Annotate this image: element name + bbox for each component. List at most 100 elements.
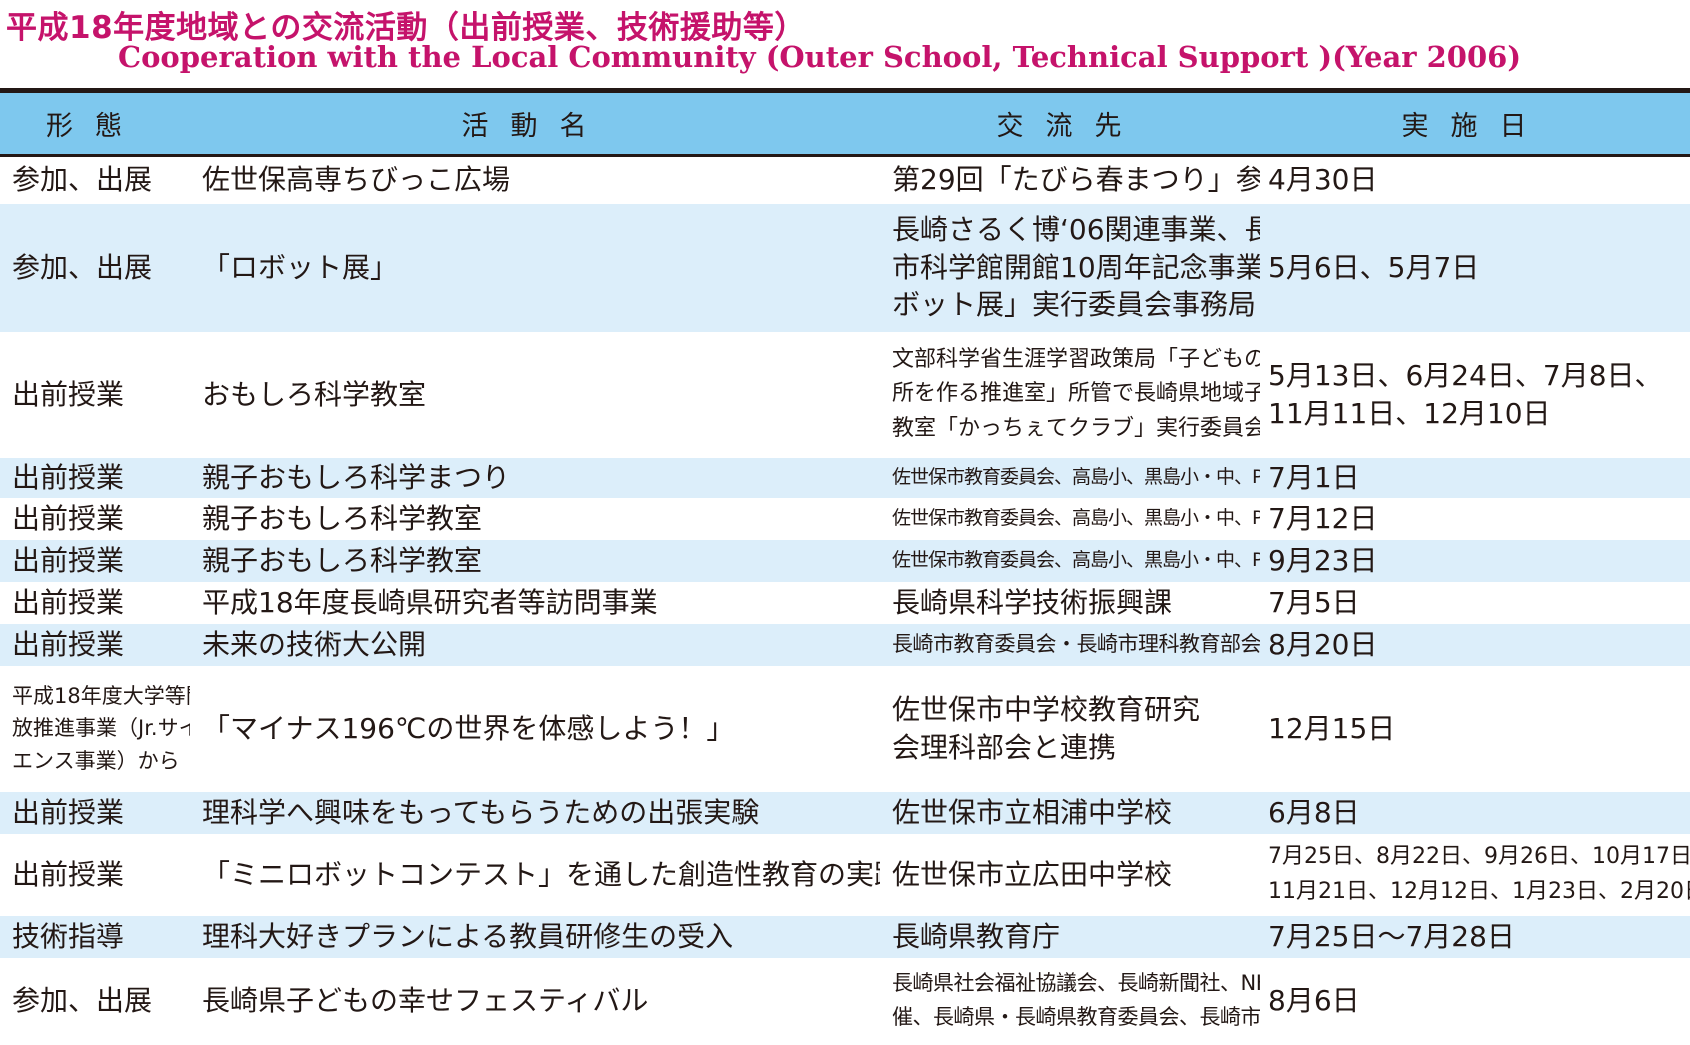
cell-date-line: 5月13日、6月24日、7月8日、 [1268,358,1663,392]
cell-date: 5月13日、6月24日、7月8日、 11月11日、12月10日 [1260,332,1690,458]
cell-activity: 「ロボット展」 [190,203,880,332]
cell-partner: 長崎県社会福祉協議会、長崎新聞社、NHK長崎放送局主催、長崎県・長崎県教育委員会… [880,958,1260,1044]
cell-type: 出前授業 [0,457,190,498]
cell-activity: 理科大好きプランによる教員研修生の受入 [190,915,880,958]
activity-table: 形態 活動名 交流先 実施日 参加、出展 佐世保高専ちびっこ広場 第29回「たびら春… [0,93,1690,1044]
cell-type: 参加、出展 [0,203,190,332]
cell-partner: 長崎さるく博‘06関連事業、長崎市科学館開館10周年記念事業「ロボット展」実行委… [880,203,1260,332]
page-title-japanese: 平成18年度地域との交流活動（出前授業、技術援助等） [6,10,806,46]
cell-activity-line: 「ロボット展」 [202,250,399,284]
cell-type: 出前授業 [0,791,190,834]
cell-partner: 長崎県教育庁 [880,915,1260,958]
table-row: 出前授業 親子おもしろ科学教室 佐世保市教育委員会、高島小、黒島小・中、PTAと連携… [0,498,1690,540]
table-row: 出前授業 親子おもしろ科学教室 佐世保市教育委員会、高島小、黒島小・中、PTAと連携… [0,539,1690,582]
cell-type-line: 平成18年度大学等開 [12,683,190,708]
cell-partner-line: 第29回「たびら春まつり」参加 [892,163,1260,197]
cell-type: 出前授業 [0,539,190,582]
cell-date-line: 7月1日 [1268,460,1360,494]
cell-activity-line: 理科大好きプランによる教員研修生の受入 [202,919,734,953]
cell-type-line: 参加、出展 [12,983,153,1017]
cell-partner-line: 長崎市教育委員会・長崎市理科教育部会と連携 [892,631,1260,656]
cell-activity-line: 親子おもしろ科学まつり [202,460,511,494]
cell-partner-line: 佐世保市立広田中学校 [892,857,1173,891]
cell-partner-line: 会理科部会と連携 [892,730,1117,764]
cell-type-line: 参加、出展 [12,250,153,284]
cell-partner-line: 佐世保市中学校教育研究 [892,692,1201,726]
cell-date: 8月20日 [1260,623,1690,666]
cell-type: 出前授業 [0,498,190,540]
cell-activity-line: 未来の技術大公開 [202,627,427,661]
cell-date-line: 4月30日 [1268,163,1378,197]
table-row: 参加、出展 長崎県子どもの幸せフェスティバル 長崎県社会福祉協議会、長崎新聞社、NH… [0,958,1690,1044]
cell-type: 参加、出展 [0,156,190,204]
cell-activity-line: 平成18年度長崎県研究者等訪問事業 [202,585,658,619]
cell-type: 参加、出展 [0,958,190,1044]
cell-type: 出前授業 [0,582,190,624]
cell-partner: 長崎市教育委員会・長崎市理科教育部会と連携 [880,623,1260,666]
header-type: 形態 [0,93,190,157]
cell-partner-line: 文部科学省生涯学習政策局「子どもの居場 [892,347,1260,373]
table-row: 出前授業 理科学へ興味をもってもらうための出張実験 佐世保市立相浦中学校 6月8日 [0,791,1690,834]
cell-date: 7月25日～7月28日 [1260,915,1690,958]
cell-type: 平成18年度大学等開 放推進事業（Jr.サイ エンス事業）から [0,666,190,792]
cell-date-line: 7月25日～7月28日 [1268,919,1515,953]
cell-type-line: 出前授業 [12,460,125,494]
cell-partner: 文部科学省生涯学習政策局「子どもの居場所を作る推進室」所管で長崎県地域子ども教室… [880,332,1260,458]
cell-partner: 長崎県科学技術振興課 [880,582,1260,624]
table-row: 出前授業 親子おもしろ科学まつり 佐世保市教育委員会、高島小、黒島小・中、PTAと連… [0,457,1690,498]
cell-date: 8月6日 [1260,958,1690,1044]
cell-activity-line: おもしろ科学教室 [202,377,427,411]
cell-partner: 佐世保市教育委員会、高島小、黒島小・中、PTAと連携 [880,539,1260,582]
cell-type-line: 出前授業 [12,857,125,891]
cell-partner-line: ボット展」実行委員会事務局 [892,288,1257,322]
cell-partner-line: 催、長崎県・長崎県教育委員会、長崎市、佐世保市共催 [892,1004,1260,1029]
table-row: 参加、出展 「ロボット展」 長崎さるく博‘06関連事業、長崎 市科学館開館10周年記念… [0,203,1690,332]
cell-type-line: 出前授業 [12,585,125,619]
table-row: 技術指導 理科大好きプランによる教員研修生の受入 長崎県教育庁 7月25日～7月28日 [0,915,1690,958]
cell-type-line: 出前授業 [12,795,125,829]
table-row: 平成18年度大学等開 放推進事業（Jr.サイ エンス事業）から 「マイナス196℃の世… [0,666,1690,792]
cell-activity-line: 理科学へ興味をもってもらうための出張実験 [202,795,760,829]
title-divider [0,88,1690,93]
cell-type-line: 出前授業 [12,543,125,577]
cell-date-line: 9月23日 [1268,543,1378,577]
cell-partner-line: 所を作る推進室」所管で長崎県地域子ども [892,381,1260,407]
cell-date: 12月15日 [1260,666,1690,792]
cell-date: 7月25日、8月22日、9月26日、10月17日、 11月21日、12月12日、1… [1260,834,1690,916]
header-date: 実施日 [1260,93,1690,157]
cell-activity-line: 親子おもしろ科学教室 [202,543,483,577]
cell-partner-line: 佐世保市立相浦中学校 [892,795,1173,829]
cell-date-line: 6月8日 [1268,795,1360,829]
cell-date: 7月1日 [1260,457,1690,498]
cell-activity: 親子おもしろ科学教室 [190,539,880,582]
table-row: 出前授業 「ミニロボットコンテスト」を通した創造性教育の実践 佐世保市立広田中学校 7… [0,834,1690,916]
cell-type-line: エンス事業）から [12,748,180,773]
cell-date-line: 8月6日 [1268,983,1360,1017]
cell-activity: 平成18年度長崎県研究者等訪問事業 [190,582,880,624]
cell-partner-line: 佐世保市教育委員会、高島小、黒島小・中、PTAと連携 [892,465,1260,488]
cell-partner: 佐世保市中学校教育研究 会理科部会と連携 [880,666,1260,792]
cell-date-line: 11月11日、12月10日 [1268,396,1551,430]
cell-partner-line: 長崎県社会福祉協議会、長崎新聞社、NHK長崎放送局主 [892,970,1260,995]
cell-date: 7月12日 [1260,498,1690,540]
cell-date-line: 5月6日、5月7日 [1268,250,1480,284]
cell-date-line: 11月21日、12月12日、1月23日、2月20日 [1268,878,1690,904]
cell-activity: 「ミニロボットコンテスト」を通した創造性教育の実践 [190,834,880,916]
cell-partner-line: 佐世保市教育委員会、高島小、黒島小・中、PTAと連携 [892,506,1260,529]
cell-type-line: 放推進事業（Jr.サイ [12,716,190,741]
table-row: 出前授業 未来の技術大公開 長崎市教育委員会・長崎市理科教育部会と連携 8月20日 [0,623,1690,666]
header-activity: 活動名 [190,93,880,157]
table-row: 出前授業 平成18年度長崎県研究者等訪問事業 長崎県科学技術振興課 7月5日 [0,582,1690,624]
cell-date-line: 7月5日 [1268,585,1360,619]
cell-activity: 親子おもしろ科学まつり [190,457,880,498]
table-row: 参加、出展 佐世保高専ちびっこ広場 第29回「たびら春まつり」参加 4月30日 [0,156,1690,204]
cell-activity-line: 長崎県子どもの幸せフェスティバル [202,983,649,1017]
header-partner: 交流先 [880,93,1260,157]
cell-date: 6月8日 [1260,791,1690,834]
table-header: 形態 活動名 交流先 実施日 [0,93,1690,157]
cell-type: 出前授業 [0,332,190,458]
cell-type-line: 参加、出展 [12,163,153,197]
cell-partner: 第29回「たびら春まつり」参加 [880,156,1260,204]
cell-type-line: 出前授業 [12,377,125,411]
cell-date-line: 7月12日 [1268,501,1378,535]
